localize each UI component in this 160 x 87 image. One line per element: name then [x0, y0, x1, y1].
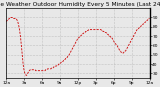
- Title: Milwaukee Weather Outdoor Humidity Every 5 Minutes (Last 24 Hours): Milwaukee Weather Outdoor Humidity Every…: [0, 2, 160, 7]
